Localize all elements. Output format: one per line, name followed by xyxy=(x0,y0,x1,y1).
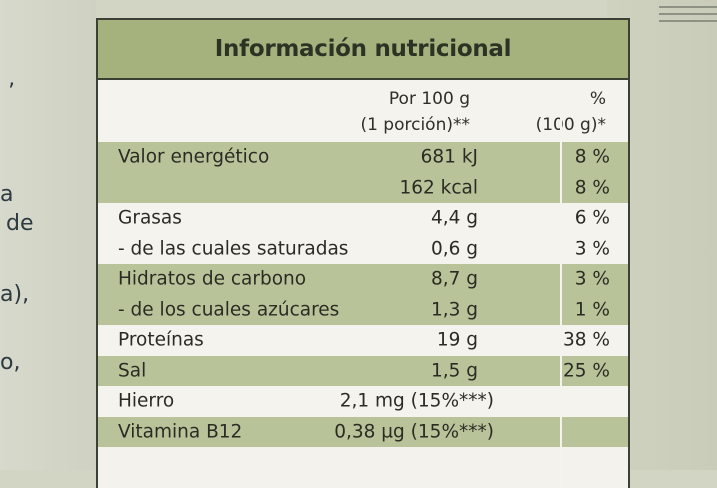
nutrient-value: 2,1 mg (15%***) xyxy=(339,390,494,412)
portion-label: (1 porción)** xyxy=(360,115,470,135)
table-title: Información nutricional xyxy=(98,20,628,80)
fragment-text: o, xyxy=(0,350,21,375)
table-row: Vitamina B12 0,38 µg (15%***) xyxy=(98,416,628,447)
nutrient-percent: 8 % xyxy=(574,146,610,168)
table-row: Valor energético 681 kJ 8 % xyxy=(98,142,628,173)
nutrient-percent: 3 % xyxy=(574,238,610,260)
fragment-text: de xyxy=(6,211,34,236)
nutrient-value: 0,6 g xyxy=(430,238,478,260)
nutrient-percent: 6 % xyxy=(574,207,610,229)
decorative-line xyxy=(659,20,717,22)
table-row: 162 kcal 8 % xyxy=(98,172,628,203)
decorative-line xyxy=(659,6,717,8)
nutrition-table: Información nutricional Por 100 g (1 por… xyxy=(96,18,630,488)
table-row: Hidratos de carbono 8,7 g 3 % xyxy=(98,264,628,295)
nutrient-value: 4,4 g xyxy=(430,207,478,229)
table-row: Proteínas 19 g 38 % xyxy=(98,325,628,356)
percent-header: % (100 g)* xyxy=(506,86,606,138)
nutrient-percent: 25 % xyxy=(563,360,610,382)
nutrient-value: 8,7 g xyxy=(430,268,478,290)
table-row: Hierro 2,1 mg (15%***) xyxy=(98,386,628,417)
table-body: Valor energético 681 kJ 8 % 162 kcal 8 % Gras… xyxy=(98,142,628,447)
table-row: - de los cuales azúcares 1,3 g 1 % xyxy=(98,294,628,325)
table-row: Grasas 4,4 g 6 % xyxy=(98,203,628,234)
column-divider xyxy=(560,80,562,488)
nutrient-value: 1,3 g xyxy=(430,299,478,321)
table-row: - de las cuales saturadas 0,6 g 3 % xyxy=(98,233,628,264)
nutrient-value: 162 kcal xyxy=(399,177,478,199)
nutrient-label: - de las cuales saturadas xyxy=(118,238,349,260)
nutrient-label: Hierro xyxy=(118,390,175,412)
nutrient-label: Grasas xyxy=(118,207,182,229)
nutrient-label: Valor energético xyxy=(118,146,270,168)
decorative-line xyxy=(659,13,717,15)
left-background-text: ’ a de a), o, xyxy=(0,0,96,470)
nutrient-label: Sal xyxy=(118,360,147,382)
table-header: Por 100 g (1 porción)** % (100 g)* xyxy=(98,80,628,142)
nutrient-value: 0,38 µg (15%***) xyxy=(334,421,494,443)
fragment-text: a xyxy=(0,182,14,207)
nutrient-percent: 8 % xyxy=(574,177,610,199)
percent-basis-label: (100 g)* xyxy=(535,115,606,135)
nutrient-percent: 38 % xyxy=(563,329,610,351)
nutrient-percent: 3 % xyxy=(574,268,610,290)
per-100g-header: Por 100 g (1 porción)** xyxy=(320,86,470,138)
nutrient-value: 19 g xyxy=(436,329,478,351)
nutrient-value: 1,5 g xyxy=(430,360,478,382)
nutrient-label: - de los cuales azúcares xyxy=(118,299,340,321)
per-100g-label: Por 100 g xyxy=(388,89,470,109)
percent-label: % xyxy=(589,89,606,109)
nutrient-label: Vitamina B12 xyxy=(118,421,243,443)
nutrient-label: Hidratos de carbono xyxy=(118,268,307,290)
nutrient-value: 681 kJ xyxy=(420,146,478,168)
nutrient-label: Proteínas xyxy=(118,329,204,351)
table-row: Sal 1,5 g 25 % xyxy=(98,355,628,386)
fragment-text: ’ xyxy=(8,80,15,105)
fragment-text: a), xyxy=(0,282,30,307)
nutrient-percent: 1 % xyxy=(574,299,610,321)
